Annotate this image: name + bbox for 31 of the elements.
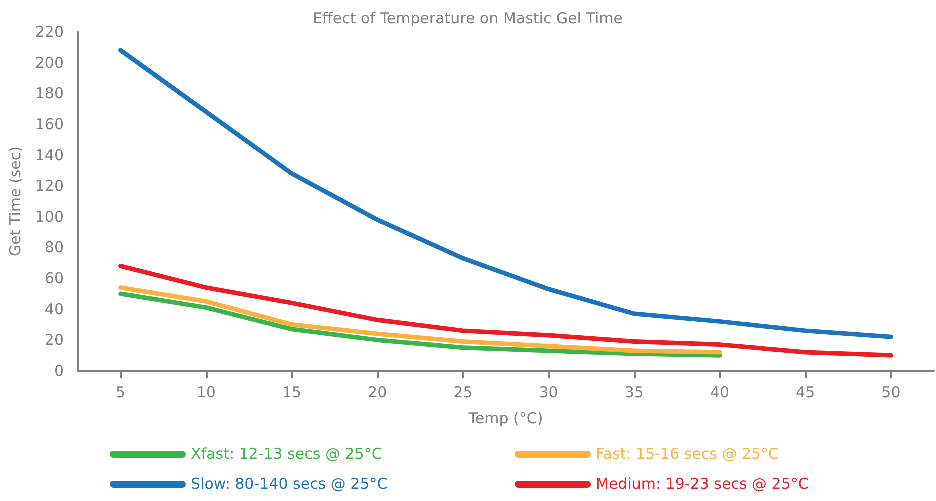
y-axis-title: Get Time (sec) [6,146,24,256]
y-tick-label: 0 [54,362,64,380]
y-tick-label: 180 [35,84,64,103]
x-tick-label: 30 [539,384,558,402]
y-tick-label: 120 [35,177,64,196]
chart-title: Effect of Temperature on Mastic Gel Time [313,10,623,28]
x-tick-label: 50 [882,384,901,402]
y-tick-label: 100 [35,208,64,226]
x-tick-label: 10 [196,384,216,402]
x-tick-label: 35 [624,384,644,402]
y-tick-label: 160 [35,115,64,134]
x-tick-label: 20 [368,384,388,402]
text: Medium: 19-23 secs @ 25°C [596,475,809,493]
x-tick-label: 25 [454,384,473,402]
x-tick-label: 5 [116,384,126,402]
text: Slow: 80-140 secs @ 25°C [191,475,388,493]
x-tick-label: 40 [710,384,730,402]
y-tick-label: 40 [44,300,64,318]
y-tick-label: 20 [44,331,64,350]
line-series [118,264,894,358]
line-series [118,48,894,340]
x-tick-label: 15 [282,384,302,402]
y-tick-label: 80 [44,238,64,257]
y-tick-label: 200 [35,54,64,72]
x-axis-title: Temp (°C) [468,410,544,428]
y-tick-label: 60 [44,270,64,288]
text: Fast: 15-16 secs @ 25°C [596,445,780,463]
y-tick-label: 220 [35,23,64,41]
y-tick-label: 140 [35,146,64,164]
text: Xfast: 12-13 secs @ 25°C [191,445,382,463]
x-tick-label: 45 [796,384,816,402]
